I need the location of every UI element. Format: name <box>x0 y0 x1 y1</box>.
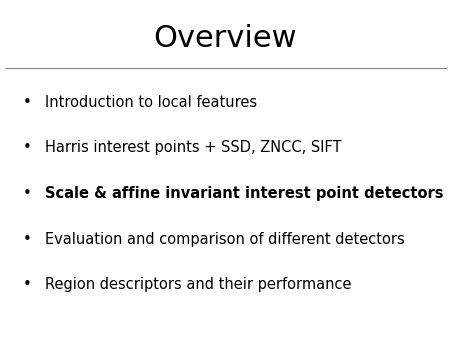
Text: •: • <box>22 140 32 155</box>
Text: •: • <box>22 277 32 292</box>
Text: Overview: Overview <box>153 24 297 53</box>
Text: •: • <box>22 95 32 110</box>
Text: Harris interest points + SSD, ZNCC, SIFT: Harris interest points + SSD, ZNCC, SIFT <box>45 140 342 155</box>
Text: Region descriptors and their performance: Region descriptors and their performance <box>45 277 351 292</box>
Text: •: • <box>22 186 32 201</box>
Text: •: • <box>22 232 32 246</box>
Text: Introduction to local features: Introduction to local features <box>45 95 257 110</box>
Text: Scale & affine invariant interest point detectors: Scale & affine invariant interest point … <box>45 186 444 201</box>
Text: Evaluation and comparison of different detectors: Evaluation and comparison of different d… <box>45 232 405 246</box>
